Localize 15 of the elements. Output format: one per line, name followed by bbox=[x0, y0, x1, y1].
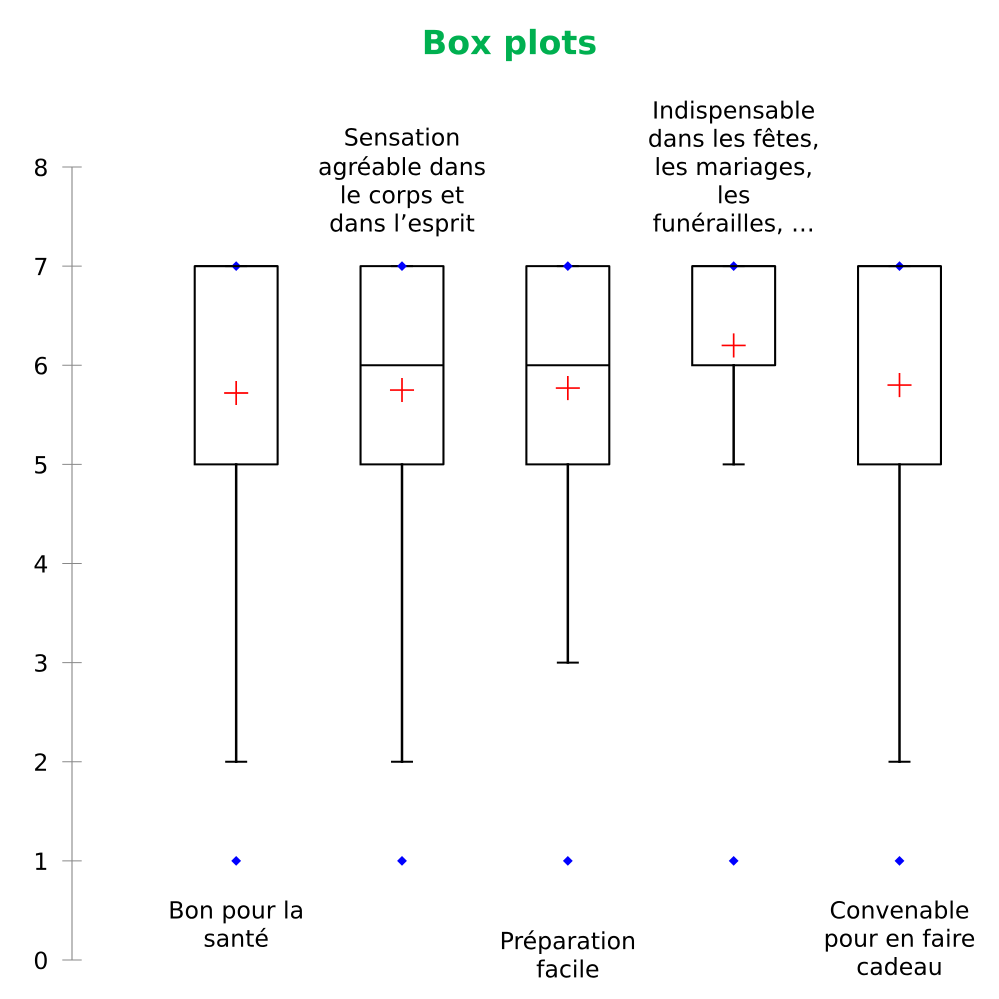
y-tick-label: 5 bbox=[35, 456, 46, 474]
y-tick-label: 4 bbox=[34, 555, 48, 572]
y-tick-label: 3 bbox=[35, 654, 46, 672]
y-tick-label: 1 bbox=[36, 852, 46, 870]
x-tick-label: Sensation agréable dans le corps et dans l’esprit bbox=[319, 128, 485, 236]
y-tick-label: 8 bbox=[34, 158, 47, 176]
y-tick-label: 2 bbox=[35, 753, 46, 771]
y-tick-label: 6 bbox=[35, 356, 47, 375]
y-tick-label: 0 bbox=[34, 951, 47, 970]
x-tick-label: Bon pour la santé bbox=[170, 900, 302, 948]
y-tick-label: 7 bbox=[35, 258, 46, 276]
chart-title: Box plots bbox=[424, 28, 596, 62]
x-tick-label: Préparation facile bbox=[502, 930, 634, 978]
x-tick-label: Indispensable dans les fêtes, les mariages, les funérailles, … bbox=[649, 100, 818, 234]
x-tick-label: Convenable pour en faire cadeau bbox=[826, 900, 974, 976]
